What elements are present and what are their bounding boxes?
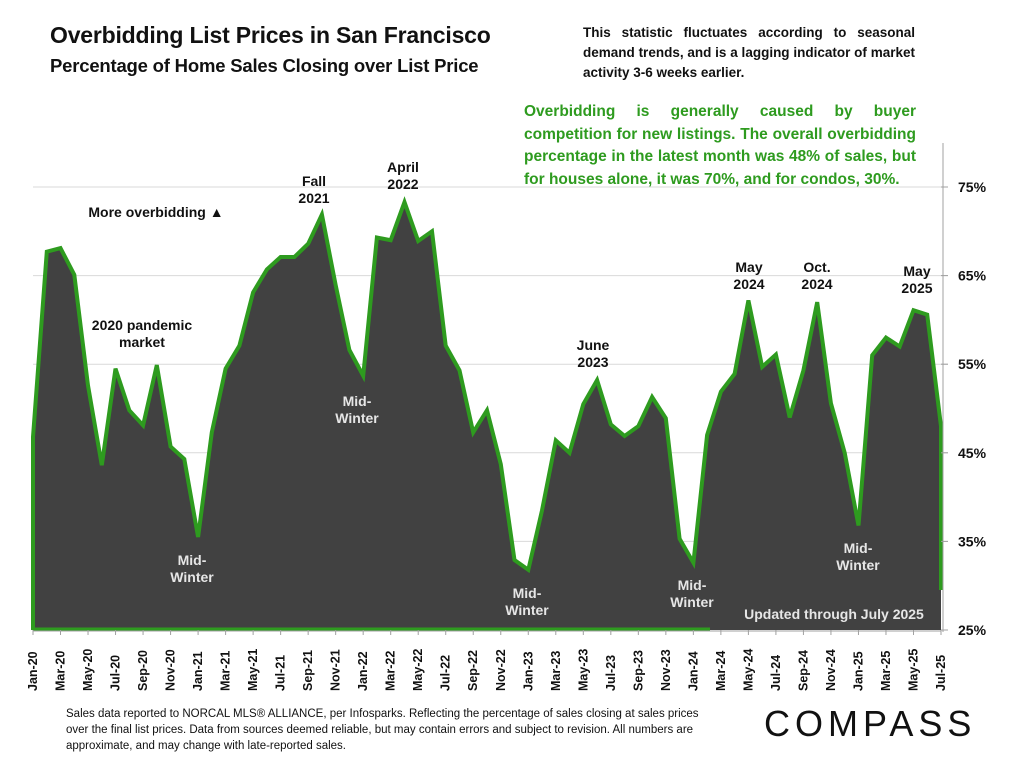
annotation-line: April bbox=[387, 159, 419, 175]
x-tick-label: Jul-25 bbox=[934, 655, 948, 691]
annotations: More overbidding ▲ 2020 pandemic market Fal… bbox=[88, 159, 932, 622]
x-tick-label: Nov-21 bbox=[329, 649, 343, 691]
chart-title: Overbidding List Prices in San Francisco bbox=[50, 22, 491, 48]
annotation-line: Winter bbox=[505, 602, 549, 618]
y-tick-label: 75% bbox=[958, 179, 987, 195]
annotation-line: June bbox=[577, 337, 610, 353]
annotation-pandemic: 2020 pandemic market bbox=[92, 317, 193, 350]
x-tick-label: Mar-23 bbox=[549, 651, 563, 691]
annotation-line: 2023 bbox=[577, 354, 608, 370]
x-tick-label: Jul-21 bbox=[274, 655, 288, 691]
summary-note: Overbidding is generally caused by buyer… bbox=[524, 103, 916, 188]
annotation-line: Mid- bbox=[513, 585, 542, 601]
x-tick-label: Nov-22 bbox=[494, 649, 508, 691]
annotation-may-2025: May 2025 bbox=[901, 263, 932, 296]
annotation-may-2024: May 2024 bbox=[733, 259, 764, 292]
annotation-more-overbidding: More overbidding ▲ bbox=[88, 204, 223, 220]
x-tick-label: Sep-23 bbox=[631, 650, 645, 691]
annotation-line: Mid- bbox=[678, 577, 707, 593]
x-tick-label: Jan-25 bbox=[851, 651, 865, 691]
x-tick-label: Nov-24 bbox=[824, 649, 838, 691]
x-axis: Jan-20 Mar-20 May-20 Jul-20 Sep-20 Nov-20 Jan-… bbox=[26, 630, 948, 691]
x-tick-label: Jan-22 bbox=[356, 651, 370, 691]
y-tick-label: 55% bbox=[958, 356, 987, 372]
x-tick-label: Sep-21 bbox=[301, 650, 315, 691]
y-tick-label: 35% bbox=[958, 533, 987, 549]
annotation-line: Winter bbox=[335, 410, 379, 426]
annotation-midwinter-2025: Mid-Winter bbox=[836, 540, 880, 573]
annotation-line: Winter bbox=[170, 569, 214, 585]
seasonal-note: This statistic fluctuates according to s… bbox=[583, 25, 915, 80]
x-tick-label: Mar-21 bbox=[219, 651, 233, 691]
annotation-line: Fall bbox=[302, 173, 326, 189]
area-layer bbox=[31, 196, 943, 631]
x-tick-label: Nov-20 bbox=[164, 649, 178, 691]
annotation-line: 2024 bbox=[801, 276, 832, 292]
annotation-line: May bbox=[735, 259, 762, 275]
x-tick-label: Jul-24 bbox=[769, 655, 783, 691]
annotation-line: May bbox=[903, 263, 930, 279]
annotation-line: 2020 pandemic bbox=[92, 317, 193, 333]
annotation-oct-2024: Oct. 2024 bbox=[801, 259, 832, 292]
source-footnote: Sales data reported to NORCAL MLS® ALLIA… bbox=[66, 708, 699, 752]
x-tick-label: Jul-20 bbox=[109, 655, 123, 691]
x-tick-label: May-24 bbox=[741, 649, 755, 691]
annotation-fall-2021: Fall 2021 bbox=[298, 173, 329, 206]
x-tick-label: Sep-24 bbox=[796, 650, 810, 691]
x-tick-label: May-25 bbox=[906, 649, 920, 691]
x-tick-label: Jul-23 bbox=[604, 655, 618, 691]
x-tick-label: Jan-23 bbox=[521, 651, 535, 691]
annotation-line: Mid- bbox=[178, 552, 207, 568]
y-tick-label: 45% bbox=[958, 445, 987, 461]
annotation-line: 2024 bbox=[733, 276, 764, 292]
x-tick-label: May-21 bbox=[246, 649, 260, 691]
x-tick-label: Jan-24 bbox=[686, 651, 700, 691]
annotation-midwinter-2024: Mid-Winter bbox=[670, 577, 714, 610]
annotation-line: Mid- bbox=[844, 540, 873, 556]
x-tick-label: Mar-24 bbox=[714, 651, 728, 691]
x-tick-label: Sep-22 bbox=[466, 650, 480, 691]
y-tick-label: 65% bbox=[958, 268, 987, 284]
annotation-midwinter-2023: Mid-Winter bbox=[505, 585, 549, 618]
annotation-line: 2025 bbox=[901, 280, 932, 296]
x-tick-label: May-22 bbox=[411, 649, 425, 691]
annotation-line: Oct. bbox=[803, 259, 830, 275]
chart-subtitle: Percentage of Home Sales Closing over Li… bbox=[50, 55, 479, 76]
y-axis: 25% 35% 45% 55% 65% 75% bbox=[941, 143, 987, 638]
annotation-midwinter-2022: Mid-Winter bbox=[335, 393, 379, 426]
x-tick-label: Nov-23 bbox=[659, 649, 673, 691]
compass-logo: COMPASS bbox=[764, 703, 977, 744]
annotation-midwinter-2021: Mid-Winter bbox=[170, 552, 214, 585]
annotation-line: Mid- bbox=[343, 393, 372, 409]
x-tick-label: Jul-22 bbox=[439, 655, 453, 691]
x-tick-label: Mar-25 bbox=[879, 651, 893, 691]
annotation-updated: Updated through July 2025 bbox=[744, 606, 924, 622]
annotation-line: Winter bbox=[670, 594, 714, 610]
annotation-line: Winter bbox=[836, 557, 880, 573]
x-tick-label: Jan-20 bbox=[26, 651, 40, 691]
overbidding-area-chart: 25% 35% 45% 55% 65% 75% Jan-20 Mar-20 May-20 Jul… bbox=[26, 143, 987, 691]
x-tick-label: Jan-21 bbox=[191, 651, 205, 691]
annotation-april-2022: April 2022 bbox=[387, 159, 419, 192]
annotation-june-2023: June 2023 bbox=[577, 337, 610, 370]
annotation-line: 2022 bbox=[387, 176, 418, 192]
x-tick-label: May-23 bbox=[576, 649, 590, 691]
annotation-line: market bbox=[119, 334, 165, 350]
y-tick-label: 25% bbox=[958, 622, 987, 638]
x-tick-label: Sep-20 bbox=[136, 650, 150, 691]
x-tick-label: Mar-20 bbox=[54, 651, 68, 691]
annotation-line: 2021 bbox=[298, 190, 329, 206]
x-tick-label: Mar-22 bbox=[384, 651, 398, 691]
x-tick-label: May-20 bbox=[81, 649, 95, 691]
